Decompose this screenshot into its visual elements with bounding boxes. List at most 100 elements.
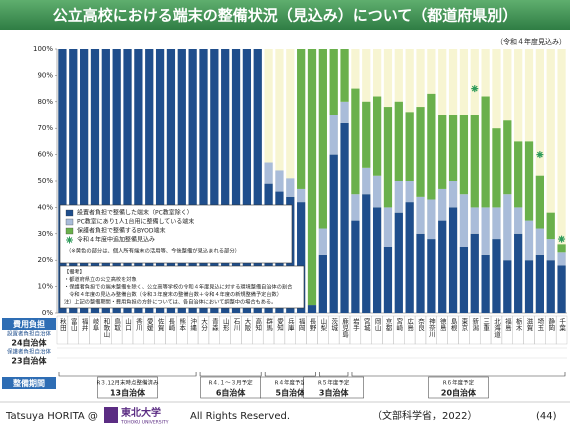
x-tick-label: 宮城 — [362, 317, 370, 333]
bar-segment — [514, 141, 523, 208]
bar-segment — [416, 196, 425, 234]
logo — [104, 407, 118, 423]
period-label: R５年度予定 — [318, 379, 350, 387]
x-tick-label: 大分 — [199, 317, 207, 333]
bar-segment — [318, 49, 327, 229]
bar-segment — [492, 207, 501, 240]
period-count: 6自治体 — [216, 388, 247, 398]
y-tick-label: 20% — [37, 256, 53, 264]
bar-segment — [329, 154, 338, 313]
bar-segment — [372, 175, 382, 208]
bar-segment — [231, 49, 241, 313]
bar-segment — [514, 207, 523, 234]
bar-segment — [503, 120, 512, 195]
bar-segment — [286, 178, 295, 197]
bar-segment — [535, 254, 544, 313]
bar-segment — [427, 199, 436, 240]
bar-segment — [90, 49, 100, 313]
bar-segment — [524, 141, 534, 221]
x-tick-label: 鹿児島 — [341, 317, 349, 339]
period-count: 20自治体 — [441, 388, 477, 398]
bar-segment — [470, 207, 479, 234]
x-tick-label: 茨城 — [330, 317, 338, 333]
bar-segment — [253, 49, 262, 313]
cost-heading: 費用負担 — [13, 319, 45, 329]
bar-segment — [242, 49, 252, 313]
marker — [536, 151, 544, 159]
bar-segment — [459, 115, 469, 195]
period-bracket — [264, 372, 316, 377]
bar-segment — [546, 239, 555, 261]
bar-background — [546, 49, 555, 313]
footer-university-en: TOHOKU UNIVERSITY — [120, 420, 169, 426]
bar-segment — [416, 233, 425, 313]
x-tick-label: 新潟 — [471, 317, 479, 333]
period-label: R４.１～３月予定 — [209, 379, 254, 387]
legend-label: 令和４年度中追加整備見込み — [77, 236, 155, 244]
bar-segment — [340, 122, 349, 313]
period-count: 3自治体 — [319, 388, 350, 398]
bar-segment — [199, 49, 208, 313]
bar-segment — [448, 207, 458, 313]
x-tick-label: 宮崎 — [395, 317, 403, 332]
x-tick-label: 和歌山 — [102, 317, 110, 339]
footer-page: (44) — [536, 411, 557, 422]
x-tick-label: 山形 — [221, 317, 229, 333]
legend-box — [59, 204, 293, 264]
bar-segment — [351, 194, 360, 221]
bar-segment — [134, 49, 143, 313]
remark-line: ・都道府県立の公立高校を対象 — [64, 275, 137, 283]
x-tick-label: 秋田 — [58, 317, 66, 333]
period-label: R４年度予定 — [275, 379, 307, 387]
y-tick-label: 90% — [37, 71, 53, 79]
bar-segment — [535, 175, 544, 229]
marker — [558, 235, 566, 243]
bar-segment — [459, 194, 469, 247]
bar-segment — [155, 49, 165, 313]
x-tick-label: 東京 — [460, 317, 468, 333]
bar-segment — [427, 239, 436, 313]
cost-heading-bg — [2, 318, 56, 330]
bar-segment — [275, 170, 284, 192]
x-tick-label: 京都 — [384, 317, 392, 333]
y-tick-label: 0% — [42, 309, 53, 317]
bar-segment — [362, 167, 371, 195]
cost-count: 23自治体 — [11, 356, 47, 366]
bar-segment — [307, 49, 317, 306]
bar-segment — [351, 88, 360, 195]
legend-label: 保護者負担で整備するBYOD端末 — [77, 227, 165, 235]
bar-segment — [297, 188, 306, 203]
x-tick-label: 埼玉 — [536, 317, 544, 332]
period-label: R３.12月末時点整備済み — [96, 379, 159, 387]
bar-segment — [438, 220, 447, 313]
legend-swatch — [65, 209, 74, 217]
y-tick-label: 70% — [37, 124, 53, 132]
period-heading: 整備期間 — [12, 378, 45, 388]
bar-segment — [145, 49, 154, 313]
cost-label: 設置者負担自治体 — [7, 330, 52, 338]
y-tick-label: 60% — [37, 151, 53, 159]
bar-segment — [210, 49, 219, 313]
x-tick-label: 神奈川 — [427, 317, 435, 338]
footer-source: （文部科学省，2022） — [372, 409, 477, 422]
remark-line: 【備考】 — [64, 268, 85, 276]
bar-segment — [383, 247, 393, 313]
bar-segment — [557, 265, 566, 313]
bar-segment — [427, 93, 436, 200]
category-cell — [555, 315, 568, 345]
x-tick-label: 島根 — [449, 317, 457, 333]
bar-segment — [492, 128, 501, 208]
x-tick-label: 群馬 — [265, 317, 273, 333]
x-tick-label: 熊本 — [178, 317, 186, 333]
bar-segment — [524, 260, 534, 313]
x-tick-label: 栃木 — [514, 317, 522, 333]
x-tick-label: 兵庫 — [286, 317, 294, 333]
bar-background — [557, 49, 566, 313]
cost-label: 保護者負担自治体 — [7, 348, 52, 356]
bar-segment — [362, 194, 371, 313]
bar-segment — [481, 96, 490, 208]
period-box — [428, 376, 489, 399]
bar-segment — [318, 228, 327, 255]
